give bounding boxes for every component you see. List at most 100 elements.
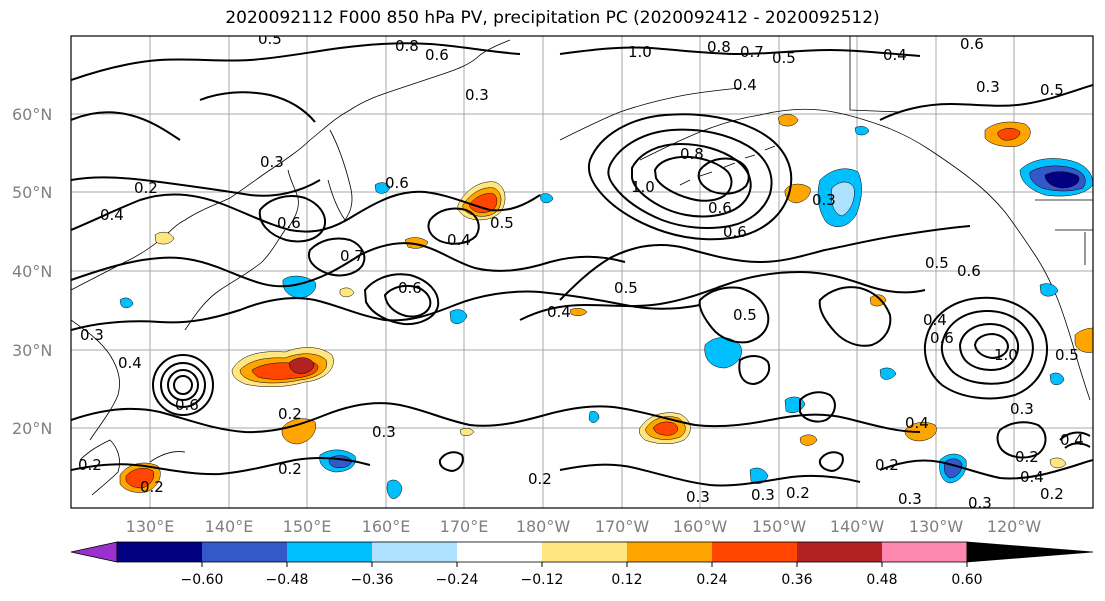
contour-label: 0.6 <box>960 35 984 53</box>
contour-label: 0.4 <box>547 303 571 321</box>
contour-label: 0.3 <box>372 423 396 441</box>
lat-label: 60°N <box>12 105 52 124</box>
contour-label: 0.4 <box>883 46 907 64</box>
colorbar-extend-low <box>70 541 118 563</box>
precip-shading <box>119 114 1093 499</box>
contour-label: 0.4 <box>100 206 124 224</box>
contour-label: 0.3 <box>968 494 992 512</box>
colorbar-tick-label: −0.60 <box>181 572 224 588</box>
colorbar-segment <box>117 542 202 562</box>
colorbar-segment <box>627 542 712 562</box>
contour-label: 0.3 <box>80 326 104 344</box>
lon-label: 170°W <box>595 517 650 536</box>
lon-label: 130°W <box>909 517 964 536</box>
contour-label: 0.5 <box>1055 346 1079 364</box>
contour-label: 0.5 <box>1040 81 1064 99</box>
contour-label: 0.6 <box>723 223 747 241</box>
colorbar-tick-label: −0.36 <box>351 572 394 588</box>
colorbar-tick-label: −0.48 <box>266 572 309 588</box>
contour-label: 0.6 <box>708 199 732 217</box>
contour-label: 0.6 <box>398 279 422 297</box>
contour-label: 0.3 <box>812 191 836 209</box>
contour-label: 0.8 <box>707 38 731 56</box>
contour-label: 0.3 <box>465 86 489 104</box>
contour-label: 1.0 <box>628 43 652 61</box>
colorbar-tick-label: 0.24 <box>696 572 727 588</box>
lon-label: 170°E <box>440 517 489 536</box>
contour-label: 0.4 <box>733 76 757 94</box>
map-frame <box>70 35 1094 509</box>
colorbar-extend-high <box>966 541 1094 563</box>
colorbar-segment <box>457 542 542 562</box>
lon-label: 150°W <box>752 517 807 536</box>
contour-label: 0.4 <box>447 231 471 249</box>
contour-label: 0.2 <box>1040 485 1064 503</box>
contour-labels: 0.5 0.8 0.6 1.0 0.8 0.7 0.5 0.4 0.6 0.4 … <box>78 30 1084 512</box>
contour-label: 0.5 <box>258 30 282 48</box>
map-background <box>71 36 1093 508</box>
colorbar-tick-label: 0.60 <box>951 572 982 588</box>
lon-label: 150°E <box>283 517 332 536</box>
precip-negative <box>119 126 1093 499</box>
contour-label: 0.3 <box>1010 400 1034 418</box>
latitude-labels: 60°N 50°N 40°N 30°N 20°N <box>12 105 52 438</box>
colorbar-segment <box>542 542 627 562</box>
lon-label: 140°W <box>830 517 885 536</box>
contour-label: 0.2 <box>278 460 302 478</box>
colorbar-segment <box>287 542 372 562</box>
lon-label: 140°E <box>205 517 254 536</box>
lat-label: 40°N <box>12 262 52 281</box>
lat-label: 30°N <box>12 341 52 360</box>
contour-label: 0.4 <box>1060 431 1084 449</box>
longitude-labels: 130°E 140°E 150°E 160°E 170°E 180°W 170°… <box>126 517 1042 536</box>
coastlines <box>71 36 1093 496</box>
contour-label: 0.6 <box>957 262 981 280</box>
colorbar-tick-label: 0.12 <box>611 572 642 588</box>
contour-label: 0.5 <box>772 49 796 67</box>
lon-label: 180°W <box>516 517 571 536</box>
colorbar-segment <box>202 542 287 562</box>
contour-label: 0.4 <box>905 414 929 432</box>
contour-label: 0.4 <box>923 311 947 329</box>
contour-label: 0.2 <box>786 484 810 502</box>
contour-label: 0.2 <box>140 478 164 496</box>
contour-label: 0.3 <box>686 488 710 506</box>
colorbar: −0.60 −0.48 −0.36 −0.24 −0.12 0.12 0.24 … <box>70 541 1094 588</box>
contour-label: 0.5 <box>614 279 638 297</box>
lat-label: 20°N <box>12 419 52 438</box>
contour-label: 0.8 <box>395 37 419 55</box>
contour-label: 1.0 <box>631 178 655 196</box>
contour-label: 0.6 <box>385 174 409 192</box>
lon-label: 160°W <box>673 517 728 536</box>
colorbar-tick-label: −0.12 <box>521 572 564 588</box>
contour-label: 0.6 <box>175 396 199 414</box>
colorbar-segment <box>712 542 797 562</box>
contour-label: 0.5 <box>925 254 949 272</box>
contour-label: 0.3 <box>260 153 284 171</box>
lon-label: 160°E <box>362 517 411 536</box>
contour-label: 0.7 <box>740 43 764 61</box>
contour-label: 0.2 <box>278 405 302 423</box>
contour-label: 0.6 <box>277 214 301 232</box>
contour-label: 0.2 <box>1015 448 1039 466</box>
contour-label: 0.2 <box>875 456 899 474</box>
contour-label: 0.3 <box>751 486 775 504</box>
contour-label: 0.3 <box>898 490 922 508</box>
lat-label: 50°N <box>12 183 52 202</box>
colorbar-tick-label: −0.24 <box>436 572 479 588</box>
colorbar-tick-label: 0.48 <box>866 572 897 588</box>
contour-label: 0.6 <box>930 329 954 347</box>
map-title: 2020092112 F000 850 hPa PV, precipitatio… <box>225 8 880 28</box>
lon-label: 130°E <box>126 517 175 536</box>
contour-label: 1.0 <box>994 346 1018 364</box>
colorbar-segment <box>797 542 882 562</box>
contour-label: 0.6 <box>425 46 449 64</box>
contour-label: 0.2 <box>78 456 102 474</box>
contour-label: 0.5 <box>733 306 757 324</box>
contour-label: 0.4 <box>118 354 142 372</box>
contour-label: 0.2 <box>134 179 158 197</box>
pv-contours <box>71 42 1093 487</box>
lon-label: 120°W <box>987 517 1042 536</box>
colorbar-segment <box>882 542 967 562</box>
